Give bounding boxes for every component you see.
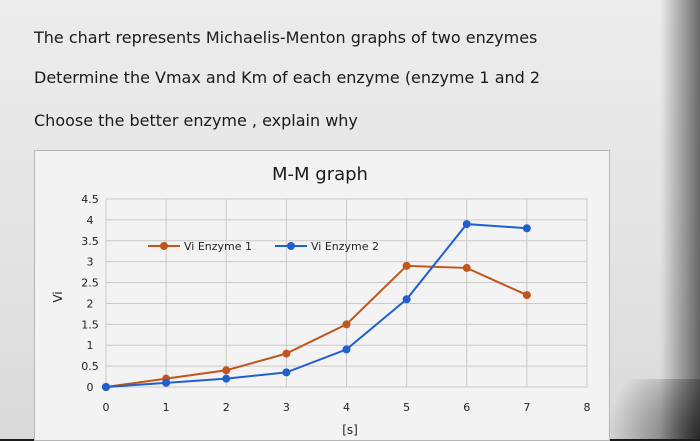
x-tick-label: 6 <box>463 401 470 414</box>
x-tick-label: 5 <box>403 401 410 414</box>
legend-swatch-marker <box>160 242 168 250</box>
data-point-enzyme-2 <box>463 220 471 228</box>
data-point-enzyme-2 <box>523 224 531 232</box>
photo-shadow-right <box>660 0 700 439</box>
data-point-enzyme-1 <box>523 291 531 299</box>
y-tick-label: 1.5 <box>81 318 99 331</box>
data-point-enzyme-2 <box>222 375 230 383</box>
y-tick-label: 0 <box>87 381 94 394</box>
y-axis-label: Vi <box>51 291 65 302</box>
data-point-enzyme-2 <box>102 383 110 391</box>
photo-shadow-corner <box>580 379 700 439</box>
legend-entry-label: Vi Enzyme 2 <box>311 240 379 253</box>
x-tick-label: 0 <box>103 401 110 414</box>
series-line-enzyme-1 <box>106 266 527 387</box>
y-tick-label: 3.5 <box>81 235 99 248</box>
data-point-enzyme-2 <box>343 345 351 353</box>
legend: Vi Enzyme 1 Vi Enzyme 2 <box>148 240 379 253</box>
y-tick-label: 2.5 <box>81 277 99 290</box>
data-point-enzyme-1 <box>463 264 471 272</box>
y-tick-label: 4.5 <box>81 193 99 206</box>
x-tick-label: 2 <box>223 401 230 414</box>
data-point-enzyme-1 <box>282 350 290 358</box>
data-point-enzyme-2 <box>403 295 411 303</box>
data-point-enzyme-2 <box>162 379 170 387</box>
data-point-enzyme-1 <box>343 320 351 328</box>
y-tick-label: 2 <box>87 297 94 310</box>
data-point-enzyme-1 <box>403 262 411 270</box>
data-point-enzyme-2 <box>282 368 290 376</box>
x-tick-label: 4 <box>343 401 350 414</box>
legend-entry-label: Vi Enzyme 1 <box>184 240 252 253</box>
x-tick-label: 7 <box>523 401 530 414</box>
y-tick-label: 1 <box>87 339 94 352</box>
x-axis-label: [s] <box>342 423 358 437</box>
legend-swatch-marker <box>287 242 295 250</box>
y-tick-label: 4 <box>87 214 94 227</box>
x-tick-label: 1 <box>163 401 170 414</box>
data-point-enzyme-1 <box>222 366 230 374</box>
y-tick-label: 3 <box>87 256 94 269</box>
y-tick-label: 0.5 <box>81 360 99 373</box>
x-tick-label: 3 <box>283 401 290 414</box>
